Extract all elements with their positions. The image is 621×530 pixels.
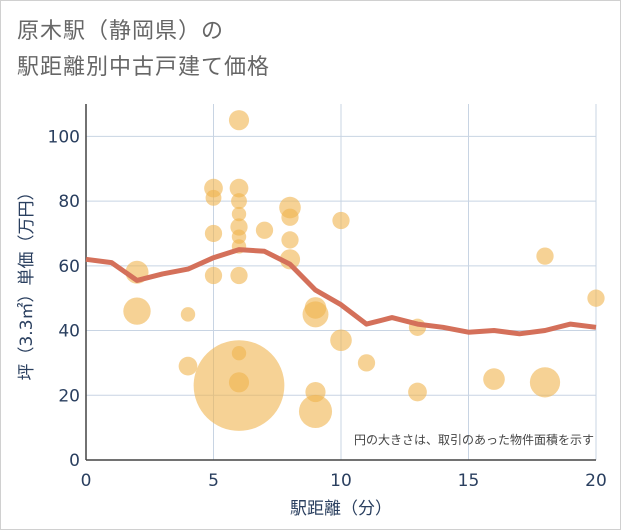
bubble-point [180,307,196,322]
bubble-point [255,221,274,239]
bubble-point [231,206,247,222]
y-tick-label: 80 [58,192,80,212]
x-tick-label: 5 [208,471,219,491]
chart-title: 原木駅（静岡県）の 駅距離別中古戸建て価格 [17,14,270,86]
y-tick-label: 40 [58,322,80,342]
trend-line [85,247,597,337]
x-tick-label: 0 [81,471,92,491]
bubble-point [230,266,248,285]
y-axis-title: 坪（3.3㎡）単価（万円） [17,183,37,380]
x-tick-label: 10 [330,471,352,491]
bubble-point [204,266,223,285]
x-axis-ticks: 0 5 10 15 20 [81,471,607,491]
bubble-point [229,178,249,198]
bubble-point [483,368,505,390]
bubble-point [330,329,352,352]
size-annotation: 円の大きさは、取引のあった物件面積を示す [354,432,594,447]
bubble-point [228,110,250,131]
bubble-point [408,382,427,402]
bubble-point [281,208,299,226]
x-tick-label: 20 [585,471,607,491]
grid-lines [85,104,597,461]
bubble-point [332,211,350,230]
bubble-point [205,189,222,206]
bubble-point [587,289,605,307]
bubble-point [281,231,299,249]
bubble-layer [123,110,605,431]
bubble-point [231,193,247,210]
y-tick-label: 100 [48,127,80,147]
y-axis-ticks: 0 20 40 60 80 100 [48,127,80,471]
bubble-point [529,367,561,398]
chart-title-line-1: 原木駅（静岡県）の [17,19,225,44]
bubble-point [536,247,554,265]
bubble-point [178,356,198,376]
bubble-point [204,224,223,243]
x-axis-title: 駅距離（分） [290,499,392,519]
y-tick-label: 0 [69,451,80,471]
chart-title-line-2: 駅距離別中古戸建て価格 [17,55,271,80]
bubble-point [193,340,285,431]
bubble-point [357,354,376,372]
y-tick-label: 20 [58,386,80,406]
y-tick-label: 60 [58,257,80,277]
bubble-point [298,394,333,429]
x-tick-label: 15 [458,471,480,491]
bubble-point [123,297,151,325]
bubble-point [302,301,329,328]
